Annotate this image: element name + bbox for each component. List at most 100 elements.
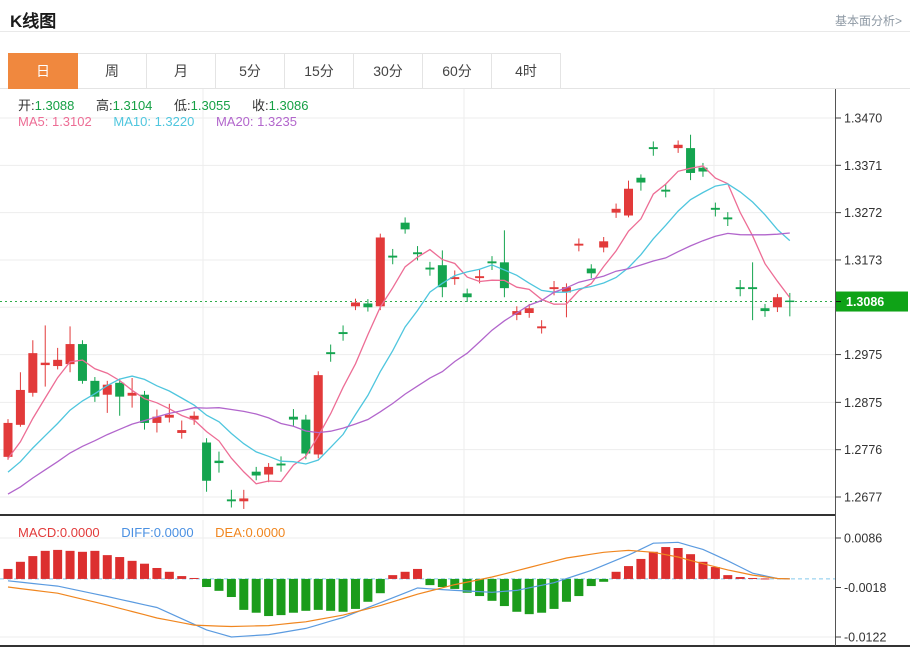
diff-label: DIFF: [121,525,154,540]
macd-bar [152,567,162,579]
candle-body [15,389,25,425]
price-tick-label: 1.2875 [844,396,882,410]
candle-body [785,300,795,303]
tab-30min[interactable]: 30分 [353,53,423,89]
tabbar-underline [0,88,910,89]
macd-bar [760,578,770,580]
macd-value: 0.0000 [59,525,100,540]
candle-body [760,308,770,312]
candle-body [561,287,571,293]
price-tick-label: 1.2975 [844,348,882,362]
low-value: 1.3055 [190,98,231,113]
candle-body [499,262,509,289]
candle-body [350,302,360,307]
macd-bar [735,577,745,579]
candle-body [648,147,658,150]
macd-bar [301,578,311,611]
fundamental-analysis-link[interactable]: 基本面分析> [834,14,902,28]
macd-bar [375,578,385,594]
price-tick-label: 1.3173 [844,253,882,267]
high-readout: 高:1.3104 [96,98,152,113]
tab-15min[interactable]: 15分 [284,53,354,89]
current-price-badge-text: 1.3086 [846,295,884,309]
macd-bar [661,547,671,579]
macd-bar [524,578,534,615]
macd-bar [673,547,683,579]
candle-body [326,352,336,355]
tab-4hour[interactable]: 4时 [491,53,561,89]
tab-60min[interactable]: 60分 [422,53,492,89]
candle-body [450,277,460,280]
macd-bar [710,567,720,579]
candle-body [140,394,150,423]
tab-5min[interactable]: 5分 [215,53,285,89]
candle-body [115,382,125,397]
macd-bar [251,578,261,613]
dea-line [7,549,790,628]
macd-bar [239,578,249,610]
macd-legend: MACD:0.0000 DIFF:0.0000 DEA:0.0000 [18,525,303,540]
macd-tick-label: 0.0086 [844,532,882,546]
candle-body [537,326,547,329]
high-value: 1.3104 [112,98,153,113]
price-tick-label: 1.2677 [844,491,882,505]
macd-bar [264,578,274,617]
macd-bar [326,578,336,611]
macd-bar [189,577,199,579]
tab-week[interactable]: 周 [77,53,147,89]
macd-bar [636,558,646,579]
candle-body [301,419,311,454]
candle-body [363,303,373,308]
macd-bar [549,578,559,609]
dea-value: 0.0000 [245,525,286,540]
macd-bar [723,575,733,579]
macd-bar [177,576,187,579]
dea-readout: DEA:0.0000 [215,525,285,540]
macd-bar [65,550,75,579]
macd-bar [748,577,758,579]
candle-body [599,241,609,248]
tab-month[interactable]: 月 [146,53,216,89]
macd-bar [276,578,286,616]
candle-body [748,287,758,290]
candle-body [164,414,174,418]
price-tick-label: 1.3272 [844,206,882,220]
ohlc-readout: 开:1.3088 高:1.3104 低:1.3055 收:1.3086 [18,95,326,114]
kline-chart-canvas[interactable]: 1.3470 1.3371 1.3272 1.3173 1.2975 1.2875 1.27… [0,88,910,651]
macd-bar [475,578,485,597]
macd-bar [413,568,423,579]
ma20-label: MA20: [215,114,254,129]
ma10-value: 1.3220 [154,114,195,129]
macd-bar [499,578,509,607]
tab-day[interactable]: 日 [8,53,78,89]
ma10-line [7,183,791,473]
close-label: 收: [252,98,269,113]
candle-body [239,498,249,502]
macd-bar [512,578,522,612]
ma5-value: 1.3102 [51,114,92,129]
macd-bar [487,578,497,601]
macd-bar [388,575,398,579]
candle-body [276,463,286,466]
open-label: 开: [18,98,35,113]
macd-bar [127,560,137,579]
candle-body [313,375,323,455]
macd-bar [350,578,360,609]
macd-bar [40,550,50,579]
macd-bar [338,578,348,612]
candle-body [65,344,75,365]
macd-bar [686,554,696,579]
macd-bar [611,571,621,579]
candle-body [611,208,621,213]
candle-body [400,222,410,230]
ma20-line [7,232,790,495]
dea-label: DEA: [215,525,246,540]
macd-bar [624,566,633,579]
low-label: 低: [174,98,191,113]
ma10-label: MA10: [113,114,151,129]
candle-body [698,167,708,172]
candle-body [102,384,112,395]
ma20-value: 1.3235 [257,114,297,129]
macd-bar [363,578,373,602]
candle-body [636,177,646,183]
